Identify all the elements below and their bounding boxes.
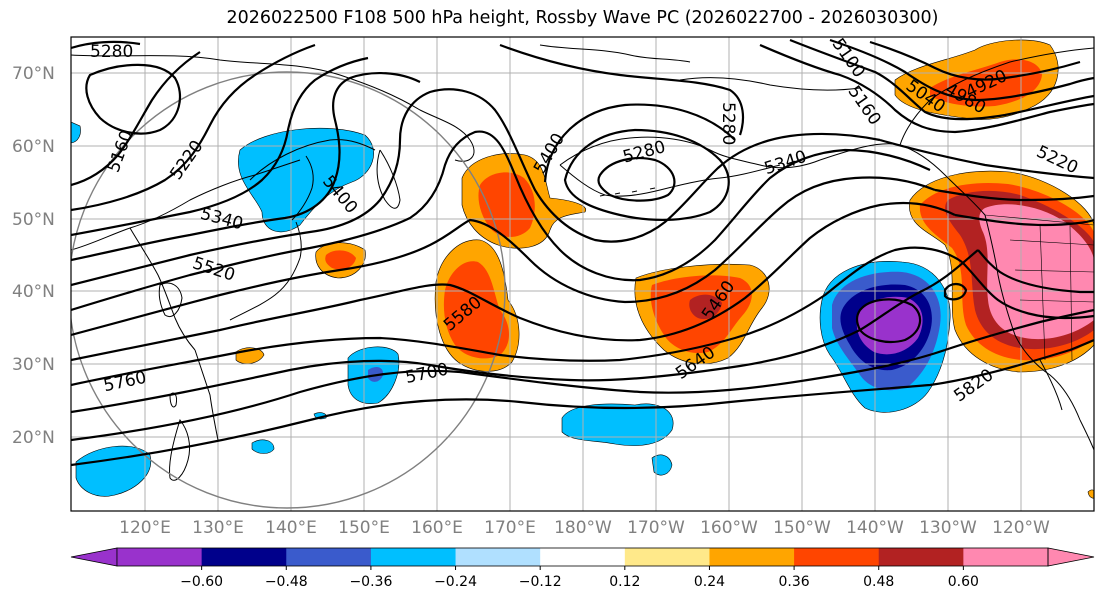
negative-anomaly-central-pacific bbox=[561, 403, 674, 446]
positive-anomaly-160w-dark bbox=[689, 294, 722, 320]
colorbar-segment bbox=[878, 548, 964, 566]
negative-anomaly-southwest bbox=[75, 445, 152, 497]
lat-label: 30°N bbox=[12, 355, 55, 375]
lon-label: 160°W bbox=[700, 518, 758, 538]
lon-label: 150°E bbox=[338, 518, 390, 538]
anomaly-shading bbox=[71, 39, 1094, 499]
colorbar-tick-label: −0.48 bbox=[265, 574, 308, 590]
lon-label: 140°W bbox=[846, 518, 904, 538]
great-circle bbox=[71, 71, 506, 509]
lon-label: 150°W bbox=[773, 518, 831, 538]
colorbar-tick-label: 0.36 bbox=[779, 574, 810, 590]
colorbar-segment bbox=[794, 548, 880, 566]
colorbar-tick-label: 0.24 bbox=[694, 574, 725, 590]
colorbar-tick-label: −0.60 bbox=[180, 574, 223, 590]
colorbar-tick-label: 0.12 bbox=[609, 574, 640, 590]
height-contours bbox=[71, 38, 1094, 467]
colorbar-tick-label: −0.36 bbox=[349, 574, 392, 590]
colorbar-segment bbox=[709, 548, 795, 566]
colorbar-segment bbox=[624, 548, 710, 566]
colorbar-tick-label: −0.24 bbox=[434, 574, 477, 590]
map-title: 2026022500 F108 500 hPa height, Rossby W… bbox=[226, 8, 939, 28]
map-content: 5280 5160 5220 5340 5400 5520 5580 5760 … bbox=[71, 37, 1094, 511]
colorbar-segment bbox=[370, 548, 457, 566]
positive-anomaly-small-east bbox=[1087, 489, 1094, 499]
colorbar-segment bbox=[117, 548, 203, 566]
colorbar-outline bbox=[116, 547, 1049, 567]
longitude-labels: 120°E 130°E 140°E 150°E 160°E 170°E 180°… bbox=[119, 518, 1050, 538]
colorbar-tick-label: 0.48 bbox=[863, 574, 894, 590]
lat-label: 20°N bbox=[12, 428, 55, 448]
coastlines bbox=[71, 44, 1094, 481]
lon-label: 180°W bbox=[554, 518, 612, 538]
colorbar-extend-high bbox=[1047, 547, 1095, 567]
lat-label: 60°N bbox=[12, 137, 55, 157]
lon-label: 120°W bbox=[992, 518, 1050, 538]
colorbar-extend-low bbox=[70, 547, 118, 567]
latitude-labels: 70°N 60°N 50°N 40°N 30°N 20°N bbox=[12, 64, 55, 448]
lon-label: 170°E bbox=[484, 518, 536, 538]
lon-label: 130°W bbox=[919, 518, 977, 538]
lat-label: 40°N bbox=[12, 282, 55, 302]
colorbar-tick-label: −0.12 bbox=[519, 574, 562, 590]
colorbar-segment bbox=[540, 548, 626, 566]
lat-label: 50°N bbox=[12, 210, 55, 230]
negative-anomaly-southwest-2 bbox=[251, 439, 275, 454]
positive-anomaly-alaska-core bbox=[930, 59, 1042, 107]
lon-label: 120°E bbox=[119, 518, 171, 538]
lon-label: 130°E bbox=[192, 518, 244, 538]
colorbar-segment bbox=[455, 548, 541, 566]
colorbar: −0.60 −0.48 −0.36 −0.24 −0.12 0.12 0.24 0.36 0.4… bbox=[70, 547, 1095, 590]
map-frame bbox=[70, 36, 1095, 512]
positive-anomaly-japan-core bbox=[325, 250, 356, 270]
colorbar-segment bbox=[201, 548, 287, 566]
colorbar-segment bbox=[963, 548, 1049, 566]
negative-anomaly-hawaii bbox=[651, 454, 673, 476]
contour-label: 5280 bbox=[90, 42, 133, 62]
contour-label: 5280 bbox=[718, 102, 738, 145]
lon-label: 140°E bbox=[265, 518, 317, 538]
borders bbox=[984, 214, 1094, 361]
lon-label: 170°W bbox=[627, 518, 685, 538]
positive-anomaly-dateline-south-core bbox=[443, 261, 509, 359]
colorbar-segment bbox=[286, 548, 372, 566]
colorbar-tick-label: 0.60 bbox=[948, 574, 979, 590]
lon-label: 160°E bbox=[411, 518, 463, 538]
lat-label: 70°N bbox=[12, 64, 55, 84]
